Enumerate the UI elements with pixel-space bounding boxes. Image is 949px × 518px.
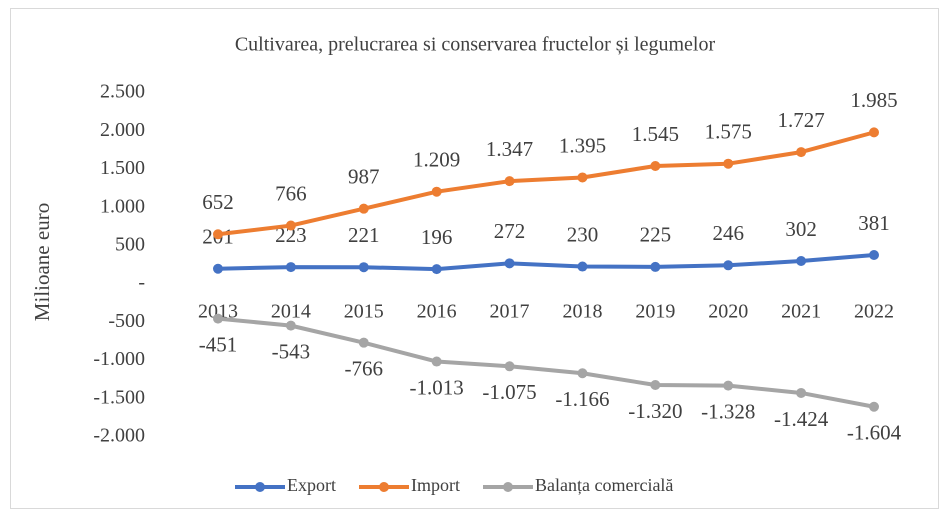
x-tick-label: 2018 [562, 301, 602, 323]
series-marker [431, 186, 442, 197]
series-marker [577, 261, 588, 272]
data-label: -1.320 [628, 399, 682, 423]
y-tick-label: -2.000 [93, 425, 145, 447]
y-tick-label: -500 [108, 310, 145, 332]
x-tick-label: 2019 [635, 301, 675, 323]
legend-label: Balanța comercială [535, 475, 673, 495]
series-marker [431, 264, 442, 275]
data-label: 766 [275, 181, 307, 205]
y-tick-label: 1.000 [100, 195, 145, 217]
legend-marker [503, 482, 513, 492]
y-axis-title: Milioane euro [30, 203, 54, 321]
series-marker [504, 258, 515, 269]
legend-label: Export [287, 475, 336, 495]
data-label: 230 [567, 222, 599, 246]
x-tick-label: 2021 [781, 301, 821, 323]
series-marker [285, 220, 296, 231]
data-label: -451 [199, 332, 238, 356]
data-label: -1.424 [774, 407, 829, 431]
data-label: 381 [858, 211, 890, 235]
data-label: 652 [202, 190, 234, 214]
data-label: 302 [785, 217, 817, 241]
x-tick-label: 2017 [490, 301, 530, 323]
data-label: 987 [348, 164, 380, 188]
data-label: 1.575 [705, 120, 752, 144]
x-tick-label: 2015 [344, 301, 384, 323]
data-label: 225 [640, 223, 672, 247]
data-label: 272 [494, 219, 526, 243]
series-marker [358, 262, 369, 273]
y-tick-label: 500 [115, 233, 145, 255]
data-label: -1.013 [410, 375, 464, 399]
series-marker [285, 262, 296, 273]
series-marker [796, 256, 807, 267]
data-label: 1.985 [850, 88, 897, 112]
data-label: -1.328 [701, 399, 755, 423]
data-label: 196 [421, 225, 453, 249]
series-marker [213, 263, 223, 274]
series-line [217, 252, 875, 272]
x-tick-label: 2020 [708, 301, 748, 323]
series-marker [650, 261, 661, 272]
x-tick-label: 2022 [854, 301, 894, 323]
series-marker [723, 158, 734, 169]
y-tick-label: 2.500 [100, 81, 145, 103]
y-tick-label: 2.000 [100, 119, 145, 141]
series-marker [796, 387, 807, 398]
series-marker [504, 176, 515, 187]
legend-label: Import [411, 475, 460, 495]
x-tick-label: 2013 [198, 301, 238, 323]
series-line [217, 316, 875, 409]
series-marker [358, 203, 369, 214]
series-marker [723, 260, 734, 271]
legend-marker [379, 482, 389, 492]
y-tick-label: -1.500 [93, 386, 145, 408]
series-marker [285, 320, 296, 331]
series-marker [504, 361, 515, 372]
series-marker [213, 313, 223, 324]
series-marker [796, 147, 807, 158]
series-marker [358, 337, 369, 348]
data-label: 1.395 [559, 133, 606, 157]
series-marker [213, 229, 223, 240]
series-marker [650, 380, 661, 391]
y-tick-label: 1.500 [100, 157, 145, 179]
series-line [217, 130, 875, 237]
data-label: 246 [712, 221, 744, 245]
series-marker [431, 356, 442, 367]
data-label: -1.166 [555, 387, 609, 411]
series-marker [869, 401, 879, 412]
y-tick-label: -1.000 [93, 348, 145, 370]
legend-marker [255, 482, 265, 492]
series-marker [869, 249, 879, 260]
chart-title: Cultivarea, prelucrarea si conservarea f… [235, 34, 716, 56]
data-label: -543 [272, 339, 311, 363]
series-marker [650, 161, 661, 172]
data-label: 1.545 [632, 122, 679, 146]
data-label: -1.075 [482, 380, 536, 404]
series-marker [723, 380, 734, 391]
series-marker [869, 127, 879, 138]
data-label: 1.209 [413, 148, 460, 172]
data-label: 1.727 [777, 108, 824, 132]
chart-border [10, 8, 939, 509]
data-label: -1.604 [847, 421, 902, 445]
data-label: 1.347 [486, 137, 533, 161]
series-marker [577, 172, 588, 183]
data-label: 221 [348, 223, 380, 247]
y-tick-label: - [138, 272, 145, 294]
data-label: -766 [345, 356, 384, 380]
x-tick-label: 2016 [417, 301, 457, 323]
series-marker [577, 368, 588, 379]
x-tick-label: 2014 [271, 301, 311, 323]
